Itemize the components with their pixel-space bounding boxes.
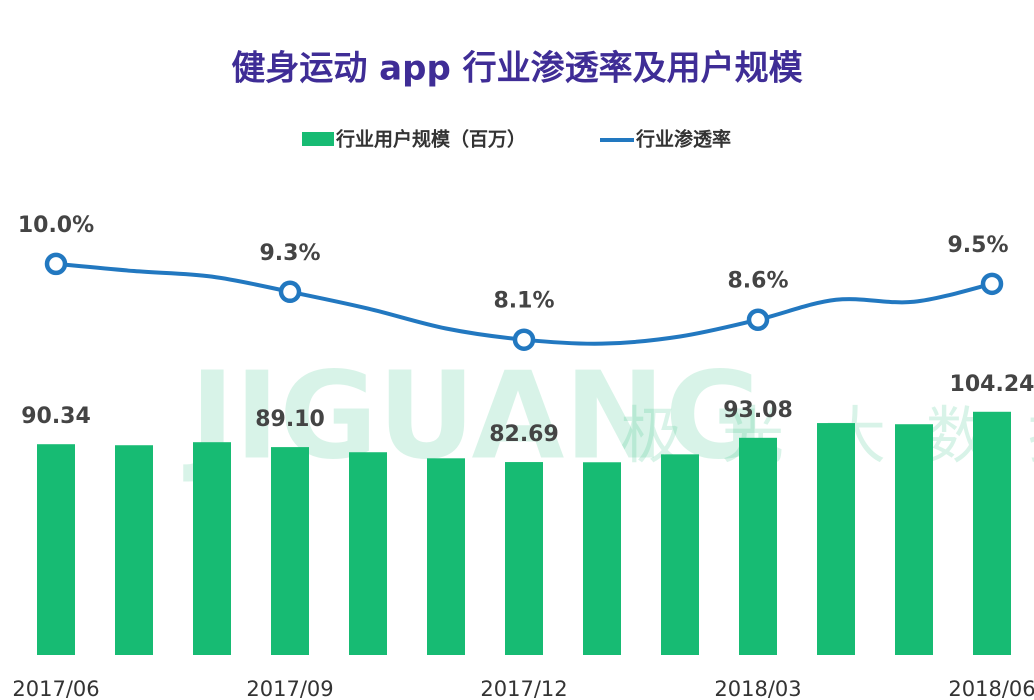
data-label: 82.69 — [489, 422, 559, 447]
legend-label: 行业用户规模（百万） — [335, 128, 526, 151]
bar — [271, 447, 309, 655]
bar — [739, 437, 777, 655]
x-tick-label: 2017/09 — [246, 677, 333, 700]
bar — [37, 444, 75, 655]
data-label: 93.08 — [723, 398, 793, 423]
line-marker — [44, 252, 68, 276]
x-tick-label: 2017/06 — [12, 677, 99, 700]
bar — [817, 423, 855, 655]
bar — [193, 442, 231, 655]
data-label: 104.24 — [950, 372, 1034, 397]
x-tick-label: 2017/12 — [480, 677, 567, 700]
line-marker — [278, 280, 302, 304]
bar — [427, 458, 465, 655]
bar — [661, 454, 699, 655]
chart-title: 健身运动 app 行业渗透率及用户规模 — [231, 49, 802, 89]
bar — [115, 445, 153, 655]
data-label: 9.3% — [259, 241, 320, 266]
data-label: 10.0% — [18, 213, 94, 238]
bar — [505, 462, 543, 655]
line-marker — [512, 328, 536, 351]
bar — [895, 424, 933, 655]
bar — [349, 452, 387, 655]
x-tick-label: 2018/06 — [948, 677, 1034, 700]
line-marker — [980, 272, 1004, 296]
legend-swatch — [302, 132, 334, 146]
data-label: 9.5% — [947, 233, 1008, 258]
legend-label: 行业渗透率 — [635, 128, 731, 151]
data-label: 90.34 — [21, 404, 91, 429]
data-label: 8.6% — [727, 269, 788, 294]
data-label: 8.1% — [493, 289, 554, 314]
x-tick-label: 2018/03 — [714, 677, 801, 700]
bar — [583, 462, 621, 655]
data-label: 89.10 — [255, 407, 325, 432]
line-marker — [746, 308, 770, 331]
bar — [973, 411, 1011, 655]
